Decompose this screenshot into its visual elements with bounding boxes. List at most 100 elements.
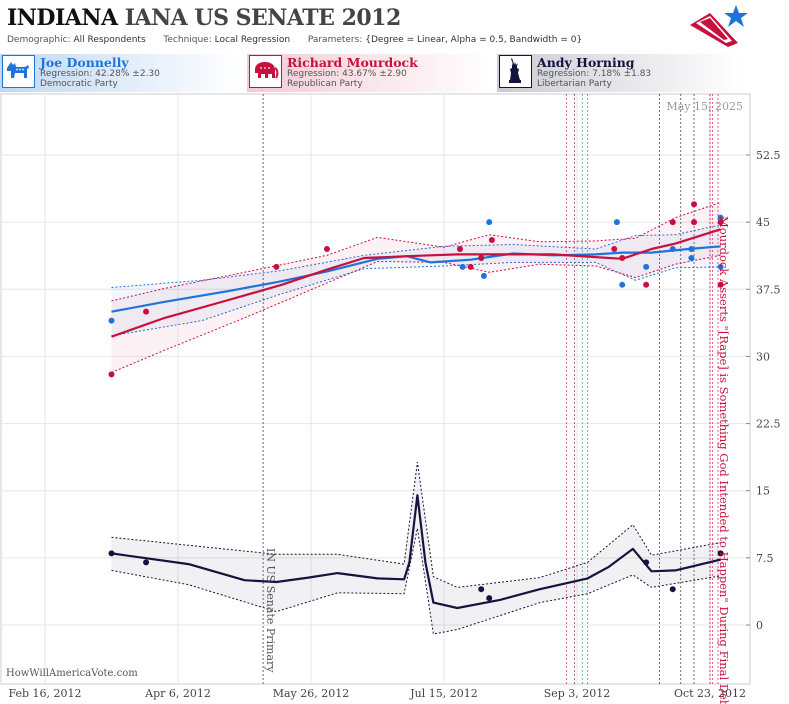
chart-title: INDIANA IANA US SENATE 2012 — [7, 5, 401, 31]
confidence-band-upper — [111, 462, 721, 588]
grid-lines — [1, 94, 750, 684]
confidence-band-fill — [111, 224, 721, 336]
candidate-name: Joe Donnelly — [40, 55, 129, 70]
x-tick-label: Oct 23, 2012 — [674, 687, 746, 700]
x-tick-label: Apr 6, 2012 — [144, 687, 211, 700]
poll-point — [717, 263, 724, 270]
date-stamp: May 15, 2025 — [666, 100, 743, 113]
confidence-band-fill — [111, 462, 721, 634]
poll-point — [643, 281, 650, 288]
poll-point — [108, 550, 115, 557]
poll-point — [108, 371, 115, 378]
x-tick-label: May 26, 2012 — [273, 687, 350, 700]
poll-point — [669, 246, 676, 252]
confidence-band-lower — [111, 254, 721, 373]
y-tick-label: 7.5 — [756, 552, 774, 565]
poll-point — [478, 254, 485, 261]
confidence-band-upper — [111, 201, 721, 302]
candidate-card-donnelly: Joe Donnelly Regression: 42.28% ±2.30 De… — [2, 55, 242, 91]
x-axis-ticks: Feb 16, 2012 Apr 6, 2012 May 26, 2012 Jul 1… — [8, 687, 746, 700]
candidate-header-bands — [0, 54, 742, 92]
poll-point — [456, 246, 463, 252]
poll-point — [143, 559, 150, 566]
poll-point — [669, 586, 676, 593]
elephant-icon — [249, 55, 282, 88]
statue-of-liberty-icon — [499, 55, 532, 88]
confidence-bands — [111, 201, 721, 635]
site-logo-icon — [690, 5, 748, 47]
demographic-label: Demographic: — [7, 35, 71, 45]
chart-parameters: Demographic: All Respondents Technique: … — [7, 35, 582, 45]
poll-point — [619, 281, 626, 288]
event-labels: IN US Senate Primary Mourdock Asserts "[R… — [264, 216, 731, 704]
poll-point — [323, 246, 330, 252]
poll-point — [486, 219, 493, 226]
poll-point — [480, 272, 487, 279]
candidate-card-mourdock: Richard Mourdock Regression: 43.67% ±2.9… — [249, 55, 489, 91]
poll-point — [143, 308, 150, 315]
poll-point — [619, 254, 626, 261]
poll-point — [717, 550, 724, 557]
y-tick-label: 30 — [756, 350, 770, 363]
candidate-party: Democratic Party — [40, 79, 118, 89]
y-tick-label: 0 — [756, 619, 763, 632]
confidence-band-upper — [111, 224, 721, 288]
y-axis-ticks: 0 7.5 15 22.5 30 37.5 45 52.5 — [746, 149, 781, 632]
candidate-card-horning: Andy Horning Regression: 7.18% ±1.83 Lib… — [499, 55, 739, 91]
parameters-label: Parameters: — [307, 35, 363, 45]
poll-point — [273, 263, 280, 270]
technique-label: Technique: — [163, 35, 212, 45]
y-tick-label: 45 — [756, 216, 770, 229]
y-tick-label: 37.5 — [756, 283, 781, 296]
x-tick-label: Sep 3, 2012 — [544, 687, 611, 700]
poll-point — [717, 219, 724, 226]
y-tick-label: 52.5 — [756, 149, 781, 162]
candidate-party: Libertarian Party — [537, 79, 612, 89]
trend-line — [111, 245, 721, 313]
confidence-band-lower — [111, 261, 721, 337]
candidate-name: Richard Mourdock — [287, 55, 418, 70]
poll-point — [611, 246, 618, 252]
x-tick-label: Jul 15, 2012 — [409, 687, 478, 700]
poll-point — [669, 219, 676, 226]
poll-points — [108, 201, 724, 602]
poll-point — [467, 263, 474, 270]
poll-point — [691, 201, 698, 208]
trend-lines — [111, 228, 721, 610]
poll-point — [478, 586, 485, 593]
y-tick-label: 22.5 — [756, 418, 781, 431]
poll-point — [459, 263, 466, 270]
plot-frame — [0, 93, 751, 685]
x-tick-label: Feb 16, 2012 — [8, 687, 81, 700]
trend-line — [111, 494, 721, 610]
poll-point — [643, 559, 650, 566]
candidate-party: Republican Party — [287, 79, 363, 89]
candidate-name: Andy Horning — [537, 55, 635, 70]
poll-point — [643, 263, 650, 270]
poll-point — [108, 317, 115, 324]
poll-date-lines — [565, 94, 719, 684]
title-race: IANA US SENATE 2012 — [124, 5, 402, 31]
confidence-band-fill — [111, 202, 721, 373]
poll-point — [688, 246, 695, 252]
watermark: HowWillAmericaVote.com — [6, 668, 138, 679]
candidate-regression: Regression: 42.28% ±2.30 — [40, 69, 160, 79]
candidate-regression: Regression: 7.18% ±1.83 — [537, 69, 652, 79]
trend-line — [111, 228, 721, 338]
event-label: Mourdock Asserts "[Rape] is Something Go… — [717, 216, 731, 704]
y-tick-label: 15 — [756, 485, 770, 498]
poll-point — [691, 219, 698, 226]
poll-point — [717, 281, 724, 288]
title-state: INDIANA — [7, 5, 118, 31]
donkey-icon — [2, 55, 35, 88]
poll-point — [688, 254, 695, 261]
poll-point — [486, 595, 493, 602]
demographic-value: All Respondents — [73, 35, 146, 45]
technique-value: Local Regression — [214, 35, 291, 45]
poll-point — [613, 219, 620, 226]
event-label: IN US Senate Primary — [264, 548, 277, 673]
poll-point — [488, 237, 495, 244]
candidate-regression: Regression: 43.67% ±2.90 — [287, 69, 407, 79]
poll-point — [717, 214, 724, 221]
